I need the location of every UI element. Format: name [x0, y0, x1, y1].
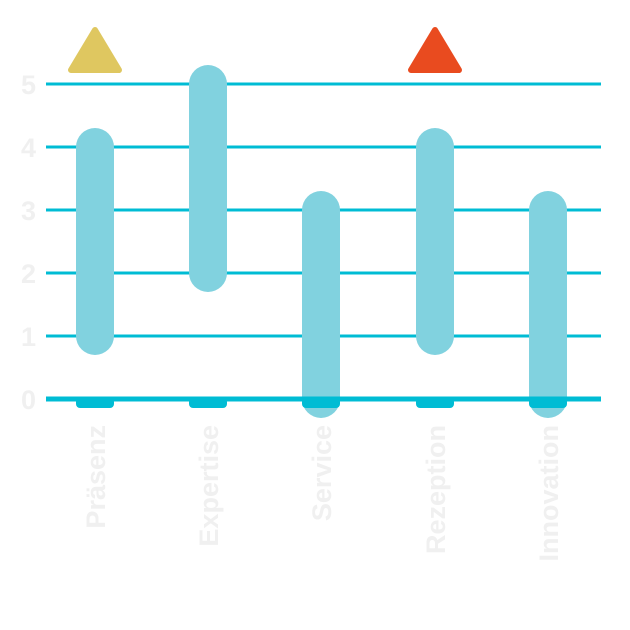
y-tick-label: 2 [21, 259, 36, 289]
range-bar-2 [189, 65, 227, 292]
baseline-tab-1 [76, 398, 114, 408]
x-tick-label: Rezeption [421, 425, 451, 554]
baseline-tab-5 [529, 398, 567, 408]
range-bars [76, 65, 567, 418]
baseline-tab-4 [416, 398, 454, 408]
y-tick-label: 1 [21, 322, 36, 352]
baseline-tab-2 [189, 398, 227, 408]
y-tick-label: 4 [21, 133, 36, 163]
range-bar-4 [416, 128, 454, 355]
baseline-tab-3 [302, 398, 340, 408]
range-bar-1 [76, 128, 114, 355]
y-axis-ticks: 0 1 2 3 4 5 [21, 70, 36, 415]
y-tick-label: 0 [21, 385, 36, 415]
x-tick-label: Expertise [194, 425, 224, 547]
x-tick-label: Präsenz [81, 425, 111, 529]
baseline [46, 396, 601, 408]
triangle-marker-icon [68, 27, 122, 73]
markers [68, 27, 462, 73]
y-tick-label: 5 [21, 70, 36, 100]
y-tick-label: 3 [21, 196, 36, 226]
x-tick-label: Service [307, 425, 337, 521]
range-bar-3 [302, 191, 340, 418]
x-tick-label: Innovation [534, 425, 564, 562]
x-axis-labels: Präsenz Expertise Service Rezeption Innovati… [81, 425, 564, 562]
triangle-marker-icon [408, 27, 462, 73]
range-bar-5 [529, 191, 567, 418]
